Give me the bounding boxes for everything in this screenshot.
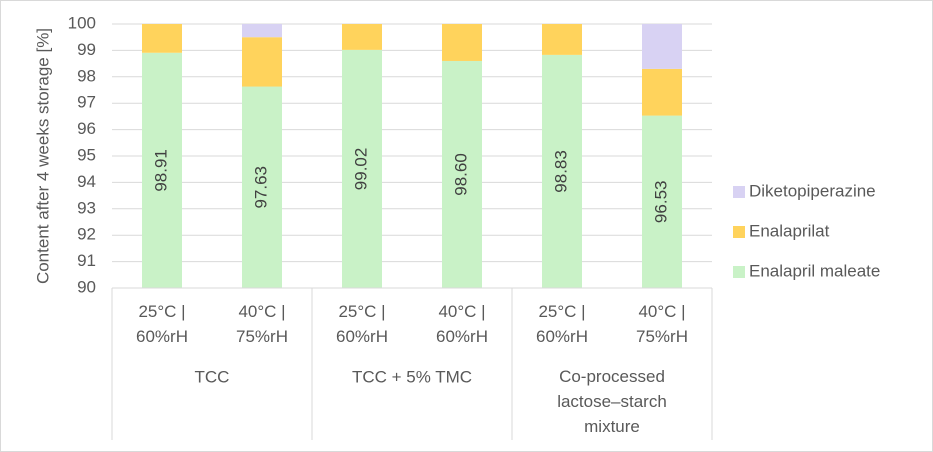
- y-tick-label: 99: [77, 40, 96, 59]
- data-label: 97.63: [251, 166, 270, 209]
- y-tick-label: 95: [77, 145, 96, 164]
- bar-segment: [242, 24, 282, 38]
- legend-label: Enalapril maleate: [749, 261, 880, 280]
- bar-segment: [642, 68, 682, 116]
- bar-segment: [242, 37, 282, 87]
- data-label: 98.83: [551, 150, 570, 193]
- data-label: 99.02: [351, 148, 370, 191]
- y-axis-label: Content after 4 weeks storage [%]: [33, 28, 52, 284]
- data-label: 98.91: [151, 149, 170, 192]
- bar-segment: [142, 24, 182, 53]
- y-tick-label: 90: [77, 277, 96, 296]
- bar-segment: [642, 24, 682, 69]
- y-tick-label: 100: [68, 13, 96, 32]
- bar-segment: [342, 49, 382, 288]
- bar-segment: [542, 54, 582, 288]
- y-tick-label: 91: [77, 251, 96, 270]
- y-tick-label: 93: [77, 198, 96, 217]
- y-tick-label: 96: [77, 119, 96, 138]
- bar-segment: [642, 115, 682, 288]
- data-label: 96.53: [651, 181, 670, 224]
- group-label: TCC + 5% TMC: [352, 367, 472, 386]
- legend-label: Enalaprilat: [749, 221, 830, 240]
- x-tick-label: 40°C | 75%rH: [636, 302, 688, 346]
- data-label: 98.60: [451, 153, 470, 196]
- x-tick-label: 40°C | 60%rH: [436, 302, 488, 346]
- bar-segment: [142, 52, 182, 288]
- y-tick-label: 92: [77, 225, 96, 244]
- y-tick-label: 94: [77, 172, 96, 191]
- x-tick-label: 25°C | 60%rH: [536, 302, 588, 346]
- x-tick-label: 25°C | 60%rH: [336, 302, 388, 346]
- bar-segment: [342, 24, 382, 50]
- legend-label: Diketopiperazine: [749, 181, 876, 200]
- bar-segment: [242, 86, 282, 289]
- x-tick-label: 40°C | 75%rH: [236, 302, 288, 346]
- bar-segment: [442, 60, 482, 289]
- legend-swatch: [733, 266, 745, 278]
- bar-segment: [442, 24, 482, 61]
- y-tick-label: 97: [77, 93, 96, 112]
- legend-swatch: [733, 186, 745, 198]
- group-label: Co-processed lactose–starch mixture: [557, 367, 667, 436]
- x-tick-label: 25°C | 60%rH: [136, 302, 188, 346]
- bar-segment: [542, 24, 582, 55]
- group-label: TCC: [195, 367, 230, 386]
- y-tick-label: 98: [77, 66, 96, 85]
- legend-swatch: [733, 226, 745, 238]
